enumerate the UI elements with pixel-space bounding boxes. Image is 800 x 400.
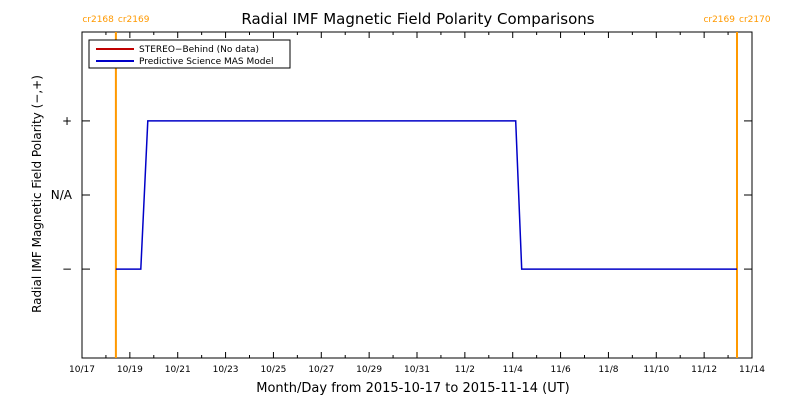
x-tick-label: 11/6: [550, 365, 570, 375]
plot-frame: [81, 31, 753, 359]
x-tick-label: 11/8: [598, 365, 618, 375]
y-axis-label: Radial IMF Magnetic Field Polarity (−,+): [30, 75, 44, 313]
x-tick-label: 10/21: [165, 365, 191, 375]
legend-label-mas: Predictive Science MAS Model: [139, 57, 274, 67]
x-tick-label: 11/4: [503, 365, 523, 375]
rotation-marker-label-right: cr2170: [739, 15, 771, 25]
x-tick-label: 11/10: [643, 365, 669, 375]
x-tick-label: 10/25: [260, 365, 286, 375]
rotation-marker-label-left: cr2169: [703, 15, 735, 25]
y-axis-ticks: − N/A +: [51, 114, 752, 276]
y-tick-label: N/A: [51, 188, 73, 202]
rotation-marker-label-left: cr2168: [82, 15, 114, 25]
y-tick-label: +: [62, 114, 72, 128]
legend: STEREO−Behind (No data) Predictive Scien…: [88, 39, 291, 69]
chart-title: Radial IMF Magnetic Field Polarity Compa…: [241, 10, 594, 28]
x-tick-label: 10/31: [404, 365, 430, 375]
x-axis-label: Month/Day from 2015-10-17 to 2015-11-14 …: [256, 381, 569, 396]
rotation-marker-label-right: cr2169: [118, 15, 150, 25]
legend-box: [88, 39, 291, 69]
x-tick-label: 10/29: [356, 365, 382, 375]
legend-label-stereo: STEREO−Behind (No data): [139, 45, 259, 55]
x-tick-label: 10/17: [69, 365, 95, 375]
x-axis-ticks: 10/17 10/19 10/21 10/23 10/25 10/27 10/29 10/31…: [69, 32, 765, 375]
x-tick-label: 11/12: [691, 365, 717, 375]
series-layer: [115, 120, 737, 270]
x-tick-label: 10/23: [213, 365, 239, 375]
series-line-mas-model: [115, 120, 737, 270]
x-tick-label: 10/19: [117, 365, 143, 375]
x-tick-label: 11/2: [455, 365, 475, 375]
x-tick-label: 11/14: [739, 365, 765, 375]
rotation-markers: cr2168 cr2169 cr2169 cr2170: [82, 15, 771, 358]
y-tick-label: −: [62, 262, 72, 276]
x-tick-label: 10/27: [308, 365, 334, 375]
